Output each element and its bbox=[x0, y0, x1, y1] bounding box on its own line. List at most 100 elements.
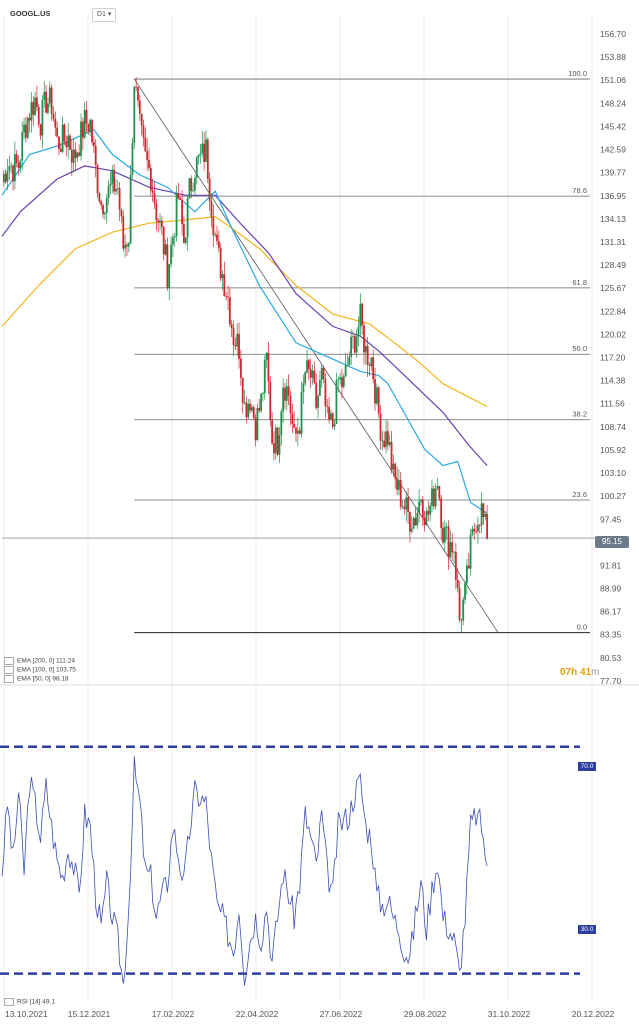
candle bbox=[107, 179, 110, 205]
vertical-gridlines bbox=[3, 14, 593, 1002]
candle bbox=[74, 142, 77, 170]
candle bbox=[162, 225, 165, 261]
candle bbox=[195, 155, 198, 185]
candle bbox=[100, 199, 103, 210]
candle bbox=[252, 405, 255, 421]
candle bbox=[8, 155, 11, 181]
candle bbox=[267, 341, 270, 395]
candle bbox=[326, 398, 329, 414]
y-tick-label: 100.27 bbox=[600, 491, 626, 501]
candle bbox=[105, 194, 108, 224]
candle bbox=[144, 127, 147, 153]
candle bbox=[115, 178, 117, 195]
candle bbox=[456, 567, 459, 593]
candle bbox=[109, 171, 112, 195]
ema-200-line bbox=[1, 215, 488, 408]
candle bbox=[278, 426, 281, 464]
candle bbox=[247, 398, 250, 420]
candle bbox=[183, 215, 185, 244]
candle bbox=[372, 349, 375, 384]
candle bbox=[454, 542, 457, 590]
candle bbox=[219, 242, 222, 282]
candle bbox=[331, 411, 334, 429]
candle bbox=[383, 431, 386, 449]
candle bbox=[157, 218, 160, 233]
candle bbox=[127, 241, 130, 253]
candle bbox=[464, 580, 466, 604]
y-tick-label: 111.56 bbox=[600, 399, 625, 409]
candle bbox=[203, 132, 206, 171]
eye-icon[interactable] bbox=[4, 998, 14, 1006]
candle bbox=[170, 236, 172, 268]
candle bbox=[458, 580, 461, 623]
candle bbox=[436, 478, 439, 491]
candle bbox=[438, 485, 441, 502]
candle bbox=[311, 364, 314, 385]
candle bbox=[2, 170, 5, 188]
candle bbox=[133, 86, 136, 149]
candle-timer: 07h 41m bbox=[560, 667, 600, 678]
fib-diagonal bbox=[133, 78, 499, 633]
candle bbox=[324, 373, 327, 419]
candle bbox=[205, 130, 207, 163]
candle bbox=[320, 365, 323, 388]
candle bbox=[410, 516, 413, 534]
candle bbox=[273, 431, 275, 461]
candle bbox=[131, 137, 134, 179]
candle bbox=[186, 194, 189, 251]
candle bbox=[315, 373, 318, 410]
y-tick-label: 134.13 bbox=[600, 214, 626, 224]
candle bbox=[333, 418, 336, 431]
candle bbox=[104, 211, 106, 220]
legend-ema200[interactable]: EMA [200, 0] 111.24 bbox=[4, 657, 75, 665]
candle bbox=[386, 420, 389, 451]
candle bbox=[138, 94, 141, 121]
legend-ema50[interactable]: EMA [50, 0] 98.18 bbox=[4, 675, 69, 683]
y-tick-label: 128.49 bbox=[600, 260, 626, 270]
candle bbox=[335, 372, 338, 425]
candle bbox=[394, 462, 397, 489]
candle bbox=[401, 500, 404, 509]
y-tick-label: 86.17 bbox=[600, 607, 622, 617]
candle bbox=[212, 204, 215, 248]
candle bbox=[309, 358, 312, 389]
candle bbox=[366, 337, 369, 377]
candle bbox=[120, 208, 123, 223]
legend-rsi[interactable]: RSI [14] 49.1 bbox=[4, 998, 55, 1006]
candle bbox=[32, 96, 35, 127]
candle bbox=[206, 137, 209, 184]
candle bbox=[173, 232, 176, 247]
candle bbox=[111, 165, 114, 194]
candle bbox=[175, 185, 178, 242]
candle bbox=[300, 381, 303, 438]
candle bbox=[228, 287, 231, 328]
rsi-30-tag: 30.0 bbox=[578, 925, 596, 934]
y-tick-label: 120.02 bbox=[600, 329, 626, 339]
candle bbox=[423, 510, 426, 532]
candle bbox=[225, 292, 228, 301]
candle bbox=[181, 190, 183, 236]
candle bbox=[102, 203, 104, 219]
chevron-down-icon: ▾ bbox=[107, 11, 112, 18]
candle bbox=[69, 133, 71, 150]
candle bbox=[374, 367, 376, 411]
eye-icon[interactable] bbox=[4, 666, 14, 674]
candle bbox=[418, 489, 421, 523]
candle bbox=[469, 529, 472, 576]
candle bbox=[89, 118, 92, 136]
candle bbox=[263, 355, 266, 400]
y-tick-label: 153.88 bbox=[600, 52, 626, 62]
candle bbox=[440, 494, 443, 541]
symbol-label[interactable]: GOOGL.US bbox=[10, 9, 51, 18]
interval-dropdown[interactable]: D1 ▾ bbox=[92, 8, 117, 22]
eye-icon[interactable] bbox=[4, 675, 14, 683]
candle bbox=[318, 371, 321, 396]
candle bbox=[346, 353, 349, 367]
legend-ema100[interactable]: EMA [100, 0] 103.75 bbox=[4, 666, 76, 674]
candle bbox=[465, 558, 468, 596]
candle bbox=[243, 389, 246, 405]
eye-icon[interactable] bbox=[4, 657, 14, 665]
candle bbox=[45, 84, 47, 114]
y-tick-label: 83.35 bbox=[600, 630, 622, 640]
